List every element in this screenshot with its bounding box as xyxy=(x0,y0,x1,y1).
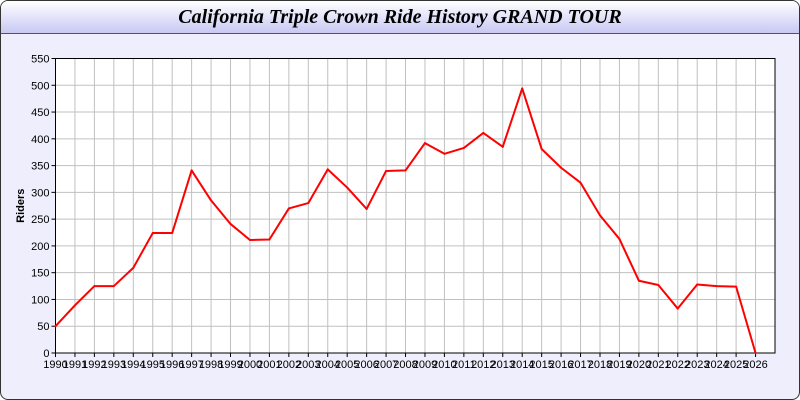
data-point xyxy=(735,285,738,288)
data-point xyxy=(540,147,543,150)
y-tick-label: 100 xyxy=(31,294,49,306)
y-tick-label: 400 xyxy=(31,134,49,146)
x-tick-label: 2002 xyxy=(277,359,301,371)
x-tick-label: 2006 xyxy=(354,359,378,371)
data-point xyxy=(248,239,251,242)
y-tick-label: 200 xyxy=(31,241,49,253)
x-tick-label: 2010 xyxy=(432,359,456,371)
data-point xyxy=(93,285,96,288)
data-point xyxy=(171,232,174,235)
x-tick-label: 2021 xyxy=(646,359,670,371)
x-tick-label: 2012 xyxy=(471,359,495,371)
data-point xyxy=(210,199,213,202)
data-point xyxy=(482,131,485,134)
x-tick-label: 1999 xyxy=(218,359,242,371)
x-tick-label: 2005 xyxy=(335,359,359,371)
y-tick-label: 350 xyxy=(31,161,49,173)
x-tick-label: 1990 xyxy=(43,359,67,371)
x-tick-label: 2009 xyxy=(413,359,437,371)
x-tick-label: 1998 xyxy=(199,359,223,371)
x-tick-label: 2007 xyxy=(374,359,398,371)
x-tick-label: 2024 xyxy=(704,359,728,371)
x-tick-label: 1994 xyxy=(121,359,145,371)
data-point xyxy=(346,186,349,189)
data-point xyxy=(560,166,563,169)
data-point xyxy=(637,279,640,282)
data-point xyxy=(423,142,426,145)
data-point xyxy=(132,266,135,269)
plot-area xyxy=(55,58,775,353)
y-tick-label: 150 xyxy=(31,268,49,280)
data-point xyxy=(521,87,524,90)
data-point xyxy=(462,146,465,149)
data-point xyxy=(307,202,310,205)
data-point xyxy=(696,283,699,286)
y-axis-label: Riders xyxy=(15,189,27,223)
x-tick-label: 2013 xyxy=(491,359,515,371)
data-point xyxy=(385,169,388,172)
data-point xyxy=(190,169,193,172)
x-tick-label: 1995 xyxy=(140,359,164,371)
x-tick-label: 1997 xyxy=(179,359,203,371)
x-tick-label: 1993 xyxy=(102,359,126,371)
data-point xyxy=(268,238,271,241)
data-point xyxy=(326,168,329,171)
y-tick-label: 300 xyxy=(31,187,49,199)
x-tick-label: 2004 xyxy=(316,359,340,371)
x-tick-label: 2001 xyxy=(257,359,281,371)
x-tick-label: 2000 xyxy=(238,359,262,371)
y-tick-label: 550 xyxy=(31,54,49,66)
data-point xyxy=(618,237,621,240)
x-tick-label: 2015 xyxy=(529,359,553,371)
x-tick-label: 1996 xyxy=(160,359,184,371)
x-tick-label: 2011 xyxy=(452,359,476,371)
x-tick-label: 2018 xyxy=(588,359,612,371)
x-tick-label: 2017 xyxy=(568,359,592,371)
y-tick-label: 250 xyxy=(31,214,49,226)
data-point xyxy=(598,214,601,217)
y-tick-label: 500 xyxy=(31,80,49,92)
x-tick-label: 2019 xyxy=(607,359,631,371)
y-tick-label: 450 xyxy=(31,107,49,119)
title-bar: California Triple Crown Ride History GRA… xyxy=(1,1,799,34)
data-point xyxy=(287,207,290,210)
data-point xyxy=(676,307,679,310)
data-point xyxy=(229,222,232,225)
x-tick-label: 2022 xyxy=(666,359,690,371)
data-point xyxy=(579,181,582,184)
data-point xyxy=(404,169,407,172)
x-tick-label: 2016 xyxy=(549,359,573,371)
data-point xyxy=(443,152,446,155)
data-point xyxy=(73,304,76,307)
x-tick-label: 1992 xyxy=(82,359,106,371)
data-point xyxy=(657,283,660,286)
plot-border xyxy=(55,58,776,354)
x-tick-label: 2003 xyxy=(296,359,320,371)
y-tick-label: 50 xyxy=(37,321,49,333)
x-tick-label: 2025 xyxy=(724,359,748,371)
data-point xyxy=(54,325,57,328)
x-tick-label: 2014 xyxy=(510,359,534,371)
data-point xyxy=(501,145,504,148)
data-point xyxy=(754,352,757,354)
x-tick-label: 2023 xyxy=(685,359,709,371)
data-point xyxy=(715,285,718,288)
x-tick-label: 2020 xyxy=(627,359,651,371)
data-point xyxy=(365,207,368,210)
data-point xyxy=(151,232,154,235)
x-tick-label: 2026 xyxy=(743,359,767,371)
x-tick-label: 1991 xyxy=(63,359,87,371)
data-point xyxy=(112,285,115,288)
chart-title: California Triple Crown Ride History GRA… xyxy=(178,6,622,28)
x-tick-label: 2008 xyxy=(393,359,417,371)
y-tick-label: 0 xyxy=(43,348,49,360)
